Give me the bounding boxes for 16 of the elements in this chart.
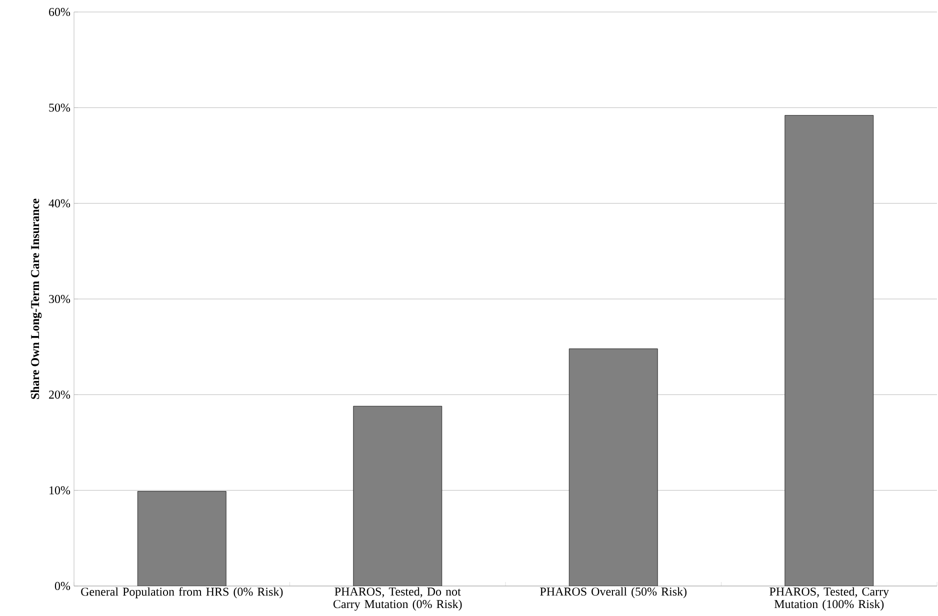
bar bbox=[568, 348, 658, 586]
x-tick-label: PHAROS Overall (50% Risk) bbox=[540, 587, 686, 598]
y-tick-label: 60% bbox=[49, 8, 70, 16]
bar bbox=[784, 115, 874, 586]
bar bbox=[353, 406, 442, 586]
y-tick-label: 40% bbox=[48, 199, 70, 208]
bar bbox=[137, 491, 226, 586]
y-tick-label: 0% bbox=[54, 582, 70, 590]
x-tick-label: General Population from HRS (0% Risk) bbox=[81, 587, 283, 598]
y-tick-label: 50% bbox=[49, 104, 70, 112]
y-tick-label: 30% bbox=[49, 294, 70, 304]
y-axis-title: Share Own Long-Term Care Insurance bbox=[30, 198, 42, 399]
y-tick-label: 20% bbox=[49, 390, 70, 399]
x-tick-label: PHAROS, Tested, Do not Carry Mutation (0% Risk) bbox=[333, 587, 462, 611]
x-tick-label: PHAROS, Tested, Carry Mutation (100% Risk) bbox=[770, 587, 889, 611]
y-tick-label: 10% bbox=[50, 486, 70, 494]
